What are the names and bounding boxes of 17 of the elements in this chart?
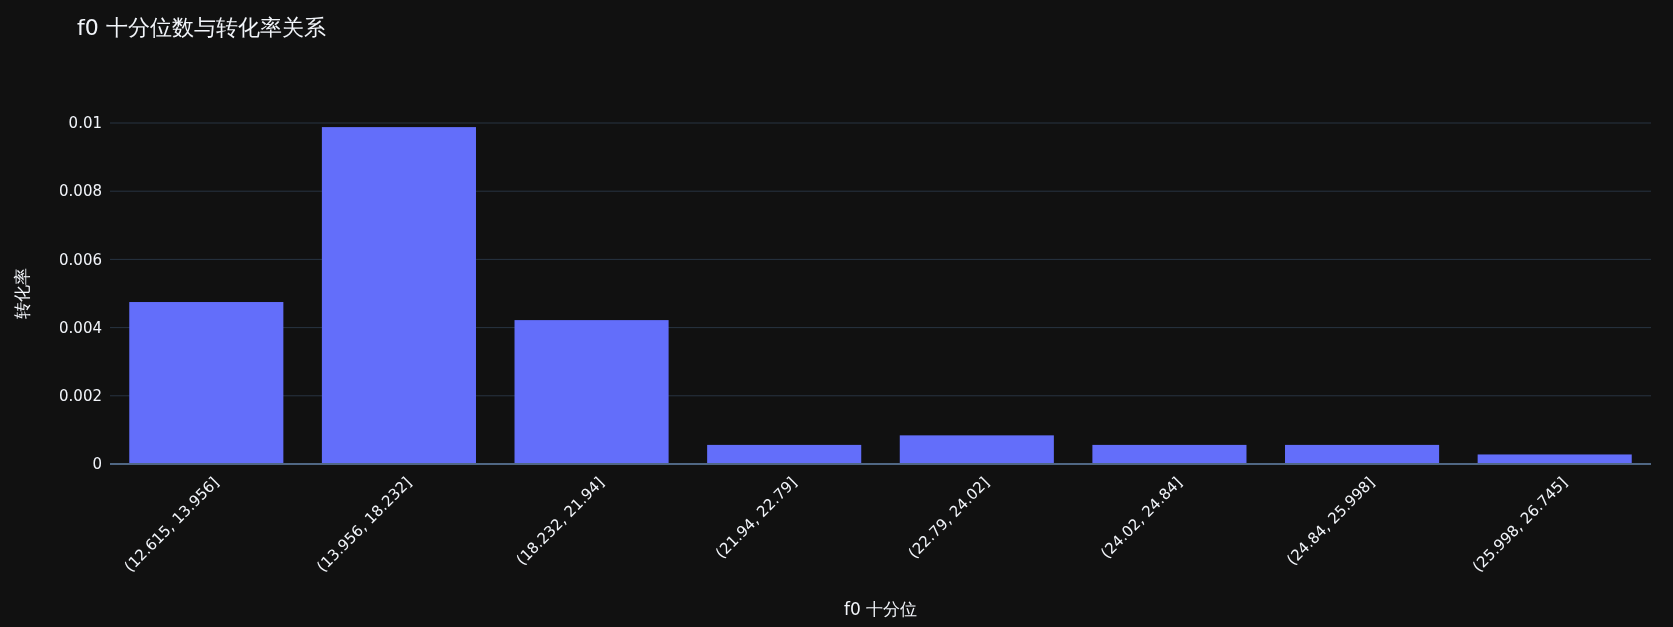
- bar: [129, 302, 284, 464]
- bar: [1285, 444, 1440, 464]
- y-tick-label: 0: [92, 455, 102, 474]
- bar: [899, 435, 1054, 464]
- bar: [514, 320, 669, 464]
- bar: [321, 127, 476, 464]
- y-axis-title: 转化率: [12, 268, 32, 319]
- bar: [707, 444, 862, 464]
- y-tick-label: 0.008: [59, 182, 102, 201]
- bar: [1092, 444, 1247, 464]
- bar: [1477, 454, 1632, 464]
- x-axis-title: f0 十分位: [843, 599, 918, 619]
- y-tick-label: 0.002: [59, 387, 102, 406]
- chart-title: f0 十分位数与转化率关系: [77, 15, 326, 40]
- y-tick-label: 0.004: [59, 318, 102, 337]
- y-tick-label: 0.006: [59, 250, 102, 269]
- y-tick-label: 0.01: [68, 114, 102, 133]
